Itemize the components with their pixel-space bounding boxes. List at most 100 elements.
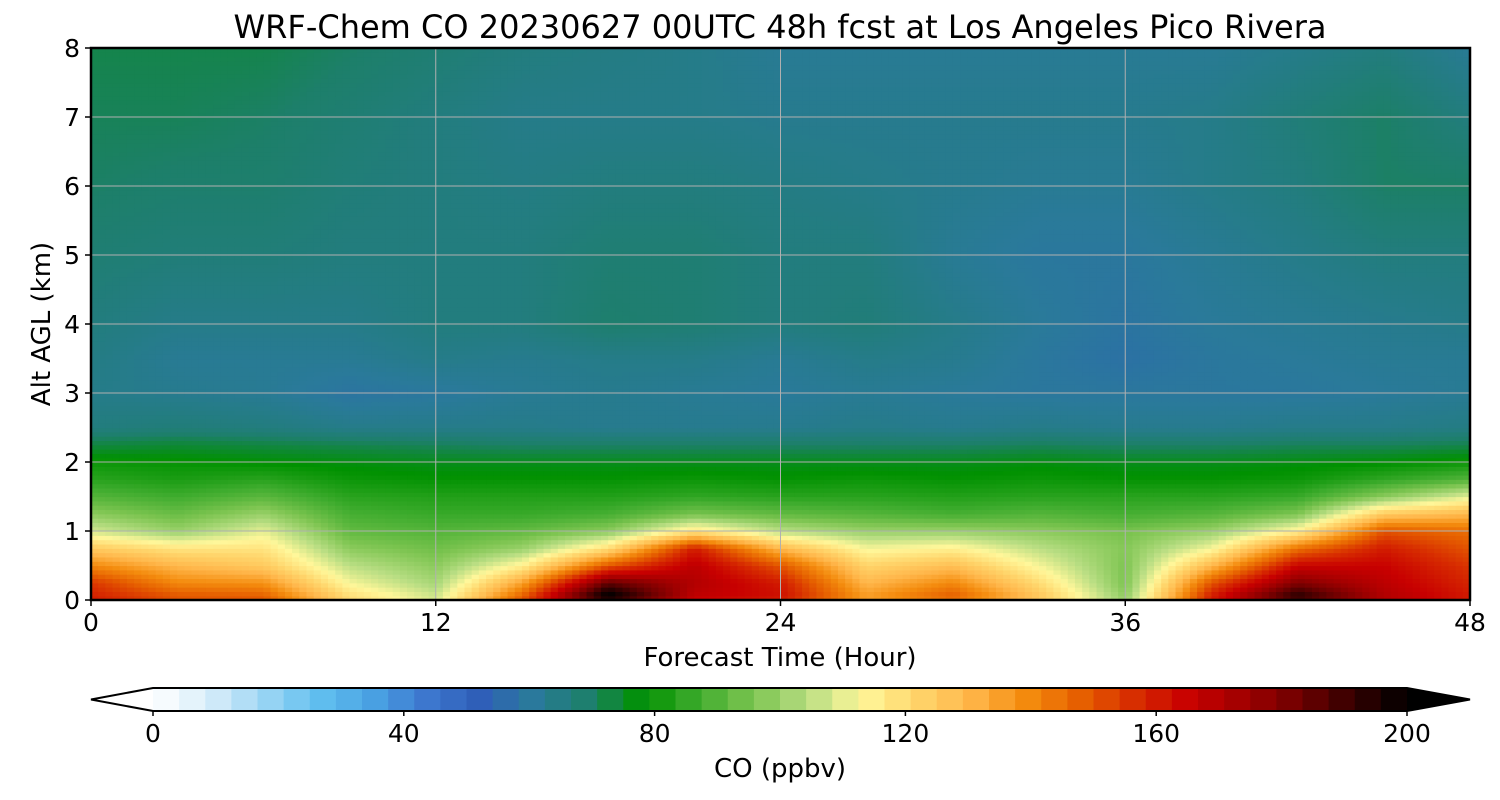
heatmap-cell — [522, 492, 530, 497]
heatmap-cell — [249, 566, 257, 571]
heatmap-cell — [1305, 540, 1313, 545]
heatmap-cell — [1305, 492, 1313, 497]
heatmap-cell — [1355, 535, 1363, 540]
heatmap-cell — [314, 501, 322, 506]
heatmap-cell — [551, 492, 559, 497]
heatmap-cell — [1068, 557, 1076, 562]
heatmap-cell — [156, 583, 164, 588]
heatmap-cell — [874, 509, 882, 514]
heatmap-cell — [184, 497, 192, 502]
heatmap-cell — [723, 501, 731, 506]
heatmap-cell — [242, 587, 250, 592]
heatmap-cell — [1168, 566, 1176, 571]
heatmap-cell — [1061, 574, 1069, 579]
heatmap-cell — [996, 587, 1004, 592]
heatmap-cell — [1319, 509, 1327, 514]
heatmap-cell — [1334, 591, 1342, 596]
heatmap-cell — [1434, 587, 1442, 592]
heatmap-cell — [924, 501, 932, 506]
heatmap-cell — [1398, 522, 1406, 527]
heatmap-cell — [1226, 492, 1234, 497]
heatmap-cell — [687, 553, 695, 558]
heatmap-cell — [838, 488, 846, 493]
heatmap-cell — [371, 522, 379, 527]
heatmap-cell — [235, 583, 243, 588]
heatmap-cell — [464, 518, 472, 523]
heatmap-cell — [788, 544, 796, 549]
heatmap-cell — [651, 587, 659, 592]
heatmap-cell — [1168, 535, 1176, 540]
heatmap-cell — [622, 488, 630, 493]
heatmap-cell — [931, 583, 939, 588]
heatmap-cell — [1118, 591, 1126, 596]
heatmap-cell — [752, 540, 760, 545]
heatmap-cell — [407, 557, 415, 562]
heatmap-cell — [292, 591, 300, 596]
heatmap-cell — [1125, 514, 1133, 519]
heatmap-cell — [989, 574, 997, 579]
heatmap-cell — [1405, 548, 1413, 553]
heatmap-cell — [1391, 522, 1399, 527]
heatmap-cell — [299, 557, 307, 562]
heatmap-cell — [472, 505, 480, 510]
heatmap-cell — [278, 501, 286, 506]
heatmap-cell — [1025, 531, 1033, 536]
heatmap-cell — [1334, 548, 1342, 553]
heatmap-cell — [148, 574, 156, 579]
heatmap-cell — [1226, 570, 1234, 575]
heatmap-cell — [515, 531, 523, 536]
heatmap-cell — [651, 531, 659, 536]
heatmap-cell — [1326, 553, 1334, 558]
heatmap-cell — [350, 509, 358, 514]
heatmap-cell — [192, 492, 200, 497]
heatmap-cell — [615, 535, 623, 540]
heatmap-cell — [235, 561, 243, 566]
heatmap-cell — [1377, 492, 1385, 497]
heatmap-cell — [156, 570, 164, 575]
heatmap-cell — [931, 505, 939, 510]
heatmap-cell — [429, 544, 437, 549]
heatmap-cell — [263, 557, 271, 562]
heatmap-cell — [184, 505, 192, 510]
heatmap-cell — [1290, 557, 1298, 562]
heatmap-cell — [1319, 514, 1327, 519]
heatmap-cell — [1082, 540, 1090, 545]
heatmap-cell — [1197, 492, 1205, 497]
heatmap-cell — [1219, 514, 1227, 519]
heatmap-cell — [457, 488, 465, 493]
heatmap-cell — [1348, 492, 1356, 497]
heatmap-cell — [1176, 553, 1184, 558]
heatmap-cell — [213, 488, 221, 493]
heatmap-cell — [1118, 540, 1126, 545]
heatmap-cell — [630, 501, 638, 506]
heatmap-cell — [113, 535, 121, 540]
heatmap-cell — [579, 509, 587, 514]
heatmap-cell — [895, 574, 903, 579]
heatmap-cell — [184, 570, 192, 575]
heatmap-cell — [816, 505, 824, 510]
heatmap-cell — [1097, 561, 1105, 566]
heatmap-cell — [350, 566, 358, 571]
heatmap-cell — [960, 492, 968, 497]
heatmap-cell — [1039, 518, 1047, 523]
heatmap-cell — [364, 557, 372, 562]
heatmap-cell — [572, 531, 580, 536]
heatmap-cell — [364, 570, 372, 575]
heatmap-cell — [1334, 535, 1342, 540]
heatmap-cell — [860, 492, 868, 497]
heatmap-cell — [1190, 566, 1198, 571]
heatmap-cell — [924, 574, 932, 579]
heatmap-cell — [500, 561, 508, 566]
heatmap-cell — [1161, 518, 1169, 523]
heatmap-cell — [1233, 544, 1241, 549]
heatmap-cell — [745, 553, 753, 558]
heatmap-cell — [385, 488, 393, 493]
heatmap-cell — [917, 535, 925, 540]
heatmap-cell — [1348, 561, 1356, 566]
heatmap-cell — [1032, 535, 1040, 540]
heatmap-cell — [831, 548, 839, 553]
heatmap-cell — [306, 544, 314, 549]
heatmap-cell — [1326, 561, 1334, 566]
heatmap-cell — [385, 574, 393, 579]
heatmap-cell — [615, 578, 623, 583]
